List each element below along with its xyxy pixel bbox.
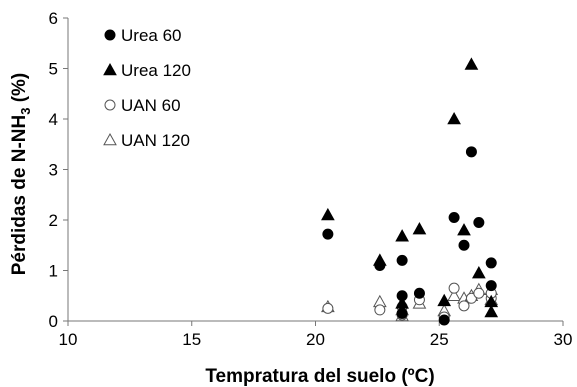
- x-tick-label: 25: [430, 330, 449, 349]
- legend-marker-3: [103, 132, 117, 146]
- data-point: [396, 254, 408, 266]
- data-point: [413, 287, 425, 299]
- data-point: [465, 146, 477, 158]
- data-point: [412, 222, 427, 235]
- y-tick-label: 0: [49, 312, 58, 331]
- y-axis-title-prefix: Pérdidas de N-NH: [9, 115, 30, 275]
- data-point: [464, 57, 479, 70]
- legend-marker-2: [104, 99, 116, 111]
- data-point: [485, 280, 497, 292]
- legend-label: Urea 60: [121, 26, 181, 45]
- data-point: [484, 304, 499, 318]
- y-tick-label: 5: [49, 60, 58, 79]
- y-tick-label: 1: [49, 262, 58, 281]
- data-point: [485, 257, 497, 269]
- data-point: [396, 307, 408, 319]
- legend: Urea 60 Urea 120 UAN 60 UAN 120: [103, 26, 191, 150]
- data-point: [396, 290, 408, 302]
- data-point: [322, 302, 334, 314]
- legend-marker-1: [103, 62, 117, 76]
- y-tick-label: 3: [49, 161, 58, 180]
- y-tick-label: 2: [49, 211, 58, 230]
- data-point: [447, 111, 461, 125]
- data-point: [458, 300, 470, 312]
- data-point: [322, 228, 334, 240]
- legend-label: UAN 60: [121, 96, 181, 115]
- data-point: [473, 217, 485, 229]
- data-point: [473, 287, 485, 299]
- data-point: [457, 223, 471, 236]
- data-point: [447, 288, 461, 302]
- x-axis-ticks: 10 15 20 25 30: [59, 321, 573, 349]
- data-point: [448, 211, 460, 223]
- data-point: [395, 229, 409, 242]
- data-points: [321, 57, 499, 326]
- data-point: [321, 207, 335, 221]
- x-tick-label: 15: [182, 330, 201, 349]
- legend-label: Urea 120: [121, 61, 191, 80]
- data-point: [465, 292, 477, 304]
- y-axis-title: Pérdidas de N-NH3 (%): [9, 73, 33, 276]
- plot-area: 10 15 20 25 30 0 1 2 3 4 5 6: [49, 9, 573, 349]
- legend-label: UAN 120: [121, 131, 190, 150]
- data-point: [374, 304, 386, 316]
- data-point: [458, 239, 470, 251]
- y-axis-title-suffix: (%): [9, 73, 30, 108]
- x-tick-label: 20: [306, 330, 325, 349]
- x-axis-title: Tempratura del suelo (ºC): [205, 366, 434, 387]
- x-tick-label: 30: [554, 330, 573, 349]
- data-point: [374, 259, 386, 271]
- data-point: [448, 282, 460, 294]
- legend-marker-0: [104, 29, 116, 41]
- y-axis-ticks: 0 1 2 3 4 5 6: [49, 9, 68, 331]
- y-tick-label: 6: [49, 9, 58, 28]
- data-point: [437, 293, 452, 307]
- data-point: [472, 265, 486, 279]
- x-tick-label: 10: [59, 330, 78, 349]
- data-point: [438, 314, 450, 326]
- y-tick-label: 4: [49, 110, 58, 129]
- y-axis-title-subscript: 3: [18, 108, 33, 115]
